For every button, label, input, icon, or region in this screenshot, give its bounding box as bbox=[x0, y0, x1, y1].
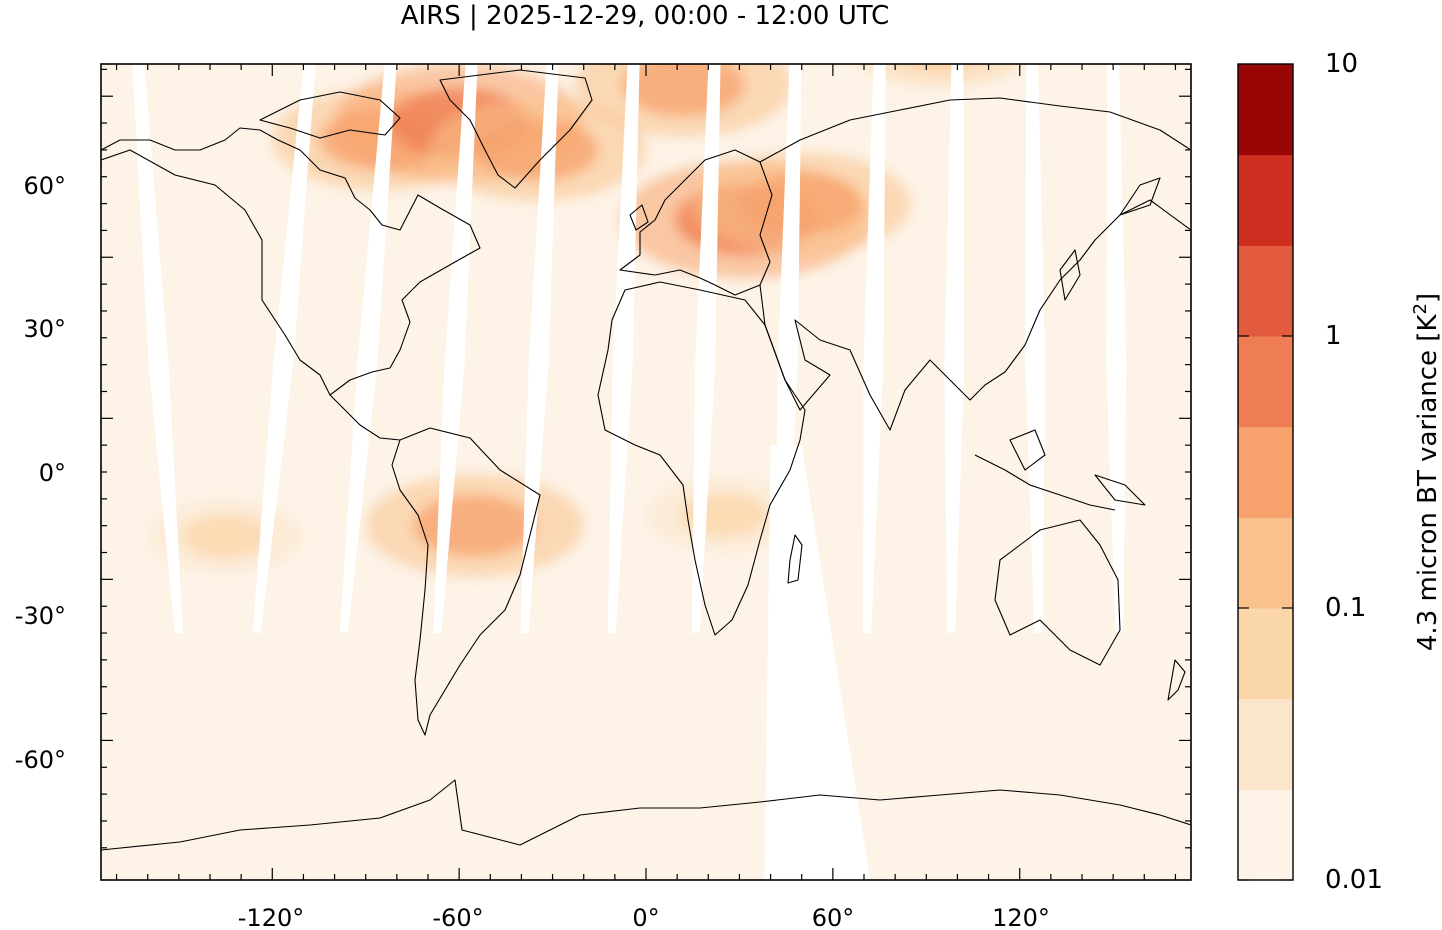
colorbar-band bbox=[1238, 426, 1293, 518]
latitude-tick-labels: 60° 30° 0° -30° -60° bbox=[15, 172, 66, 774]
colorbar-band bbox=[1238, 154, 1293, 246]
colorbar: 10 1 0.1 0.01 4.3 micron BT variance [K2… bbox=[1237, 49, 1442, 895]
coastline-british-isles bbox=[629, 204, 649, 231]
coastline-north-america bbox=[101, 127, 481, 396]
coastline-australia bbox=[994, 519, 1121, 666]
satellite-data-gaps bbox=[132, 64, 1127, 880]
data-gap-swath bbox=[691, 64, 721, 634]
data-gap-swath bbox=[1025, 64, 1046, 634]
coastline-greenland bbox=[439, 69, 593, 189]
colorbar-band bbox=[1238, 517, 1293, 609]
data-gap-swath bbox=[132, 64, 183, 634]
data-gap-swath bbox=[944, 64, 965, 634]
colorbar-band bbox=[1238, 64, 1293, 156]
coastline-new-zealand bbox=[1167, 659, 1186, 701]
colorbar-band bbox=[1238, 608, 1293, 700]
lon-tick-label: 0° bbox=[632, 904, 659, 930]
colorbar-bands bbox=[1238, 64, 1293, 881]
data-gap-swath bbox=[863, 64, 886, 634]
colorbar-band bbox=[1238, 245, 1293, 337]
coastline-new-guinea bbox=[1094, 474, 1146, 506]
colorbar-band bbox=[1238, 789, 1293, 881]
lat-tick-label: 30° bbox=[23, 315, 66, 343]
colorbar-tick-label: 0.01 bbox=[1325, 865, 1383, 895]
coastline-antarctica bbox=[101, 779, 1191, 851]
colorbar-tick-label: 1 bbox=[1325, 321, 1342, 351]
longitude-tick-labels: -120° -60° 0° 60° 120° bbox=[238, 904, 1050, 930]
hotspot-halo bbox=[861, 64, 1023, 87]
hotspot-core bbox=[740, 172, 863, 235]
lon-tick-label: 120° bbox=[992, 904, 1050, 930]
coastline-canadian-arctic bbox=[259, 91, 401, 139]
map-ticks bbox=[101, 64, 1191, 880]
coastline-south-america bbox=[391, 427, 541, 736]
coastline-asia bbox=[759, 97, 1191, 431]
colorbar-tick-label: 0.1 bbox=[1325, 593, 1366, 623]
lat-tick-label: -60° bbox=[15, 746, 66, 774]
lat-tick-label: 60° bbox=[23, 172, 66, 200]
coastline-kamchatka bbox=[1119, 177, 1161, 216]
lat-tick-label: 0° bbox=[39, 459, 66, 487]
map-plot-area bbox=[101, 64, 1191, 880]
lon-tick-label: -60° bbox=[432, 904, 483, 930]
coastline-borneo bbox=[1009, 429, 1046, 471]
hotspot-core bbox=[475, 119, 599, 181]
colorbar-tick-label: 10 bbox=[1325, 49, 1358, 79]
data-gap-swath bbox=[520, 64, 559, 634]
hotspot-core bbox=[182, 514, 269, 559]
coastlines bbox=[101, 69, 1191, 851]
colorbar-label: 4.3 micron BT variance [K2] bbox=[1410, 293, 1442, 651]
colorbar-label-superscript: 2 bbox=[1410, 303, 1431, 314]
coastline-japan bbox=[1059, 249, 1081, 301]
coastline-central-america bbox=[329, 394, 401, 441]
hotspot-core bbox=[912, 64, 972, 69]
coastline-europe bbox=[619, 149, 773, 296]
colorbar-frame bbox=[1237, 63, 1294, 881]
lon-tick-label: 60° bbox=[812, 904, 855, 930]
colorbar-ticks bbox=[1238, 335, 1293, 881]
data-gap-swath bbox=[339, 64, 397, 634]
hotspot-core bbox=[413, 495, 536, 557]
coastline-indonesia bbox=[974, 454, 1116, 511]
data-gap-swath bbox=[607, 64, 640, 634]
colorbar-band bbox=[1238, 336, 1293, 428]
data-gap-swath bbox=[1106, 64, 1127, 634]
coastline-madagascar bbox=[787, 534, 803, 584]
data-gap-swath bbox=[433, 64, 478, 634]
lon-tick-label: -120° bbox=[238, 904, 304, 930]
colorbar-band bbox=[1238, 698, 1293, 790]
figure-title: AIRS | 2025-12-29, 00:00 - 12:00 UTC bbox=[401, 1, 890, 31]
lat-tick-label: -30° bbox=[15, 602, 66, 630]
data-gap-swath bbox=[252, 64, 316, 634]
